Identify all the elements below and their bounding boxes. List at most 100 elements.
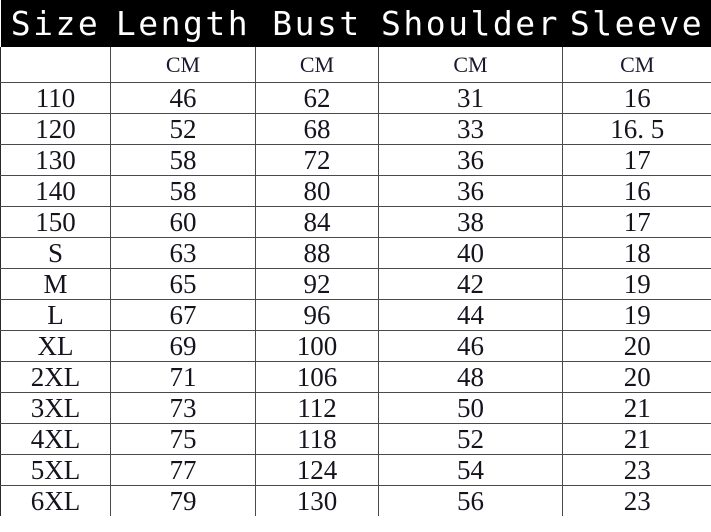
- cell-shoulder: 36: [378, 144, 563, 176]
- cell-size: 3XL: [0, 392, 111, 424]
- cell-size: M: [0, 268, 111, 300]
- cell-length: 73: [110, 392, 256, 424]
- cell-sleeve: 20: [562, 330, 711, 362]
- header-row: Size Length Bust Shoulder Sleeve: [0, 0, 711, 47]
- cell-shoulder: 44: [378, 299, 563, 331]
- cell-size: 110: [0, 82, 111, 114]
- size-chart-table: Size Length Bust Shoulder Sleeve CM CM C…: [0, 0, 711, 516]
- cell-sleeve: 23: [623, 486, 651, 516]
- cell-sleeve: 16. 5: [562, 113, 711, 145]
- table-body: CM CM CM CM 110 46 62 31 16 120 52 68 33…: [0, 47, 711, 516]
- cell-bust: 96: [255, 299, 379, 331]
- cell-size: S: [0, 237, 111, 269]
- cell-sleeve: 21: [562, 392, 711, 424]
- cell-size: 2XL: [0, 361, 111, 393]
- units-row: CM CM CM CM: [0, 47, 711, 83]
- cell-size: XL: [0, 330, 111, 362]
- cell-size: 6XL: [0, 485, 111, 516]
- table-row: 2XL 71 106 48 20: [0, 361, 711, 393]
- table-row: S 63 88 40 18: [0, 237, 711, 269]
- cell-size: 140: [0, 175, 111, 207]
- column-header-shoulder: Shoulder: [378, 0, 563, 47]
- cell-length: 46: [110, 82, 256, 114]
- cell-length: 60: [110, 206, 256, 238]
- cell-length: 52: [110, 113, 256, 145]
- cell-bust: 92: [255, 268, 379, 300]
- cell-sleeve: 16: [562, 175, 711, 207]
- cell-length: 67: [110, 299, 256, 331]
- cell-shoulder: 46: [378, 330, 563, 362]
- cell-bust: 80: [255, 175, 379, 207]
- cell-bust: 106: [255, 361, 379, 393]
- cell-size: 150: [0, 206, 111, 238]
- cell-bust: 100: [255, 330, 379, 362]
- cell-length: 58: [110, 144, 256, 176]
- cell-size: 130: [0, 144, 111, 176]
- table-row: 5XL 77 124 54 23: [0, 454, 711, 486]
- table-row: L 67 96 44 19: [0, 299, 711, 331]
- column-header-bust: Bust: [255, 0, 379, 47]
- unit-cell-bust: CM: [255, 47, 379, 83]
- column-header-length: Length: [110, 0, 256, 47]
- cell-length: 75: [110, 423, 256, 455]
- table-header: Size Length Bust Shoulder Sleeve: [0, 0, 711, 47]
- cell-sleeve: 19: [562, 299, 711, 331]
- unit-cell-shoulder: CM: [378, 47, 563, 83]
- cell-bust: 124: [255, 454, 379, 486]
- cell-size: 4XL: [0, 423, 111, 455]
- cell-shoulder: 50: [378, 392, 563, 424]
- unit-cell-sleeve: CM: [562, 47, 711, 83]
- cell-sleeve: 17: [562, 206, 711, 238]
- cell-sleeve: 21: [562, 423, 711, 455]
- cell-shoulder: 33: [378, 113, 563, 145]
- table-row: XL 69 100 46 20: [0, 330, 711, 362]
- cell-shoulder: 48: [378, 361, 563, 393]
- table-row: 150 60 84 38 17: [0, 206, 711, 238]
- cell-sleeve: 17: [562, 144, 711, 176]
- cell-length: 77: [110, 454, 256, 486]
- cell-size: 120: [0, 113, 111, 145]
- cell-length: 63: [110, 237, 256, 269]
- cell-shoulder: 40: [378, 237, 563, 269]
- cell-length: 71: [110, 361, 256, 393]
- unit-cell-size: [0, 47, 111, 83]
- unit-cell-length: CM: [110, 47, 256, 83]
- table-row: 110 46 62 31 16: [0, 82, 711, 114]
- cell-sleeve: 23: [562, 454, 711, 486]
- cell-length: 79: [110, 485, 256, 516]
- cell-shoulder: 52: [378, 423, 563, 455]
- table-row: 3XL 73 112 50 21: [0, 392, 711, 424]
- table-row: M 65 92 42 19: [0, 268, 711, 300]
- cell-length: 58: [110, 175, 256, 207]
- cell-bust: 72: [255, 144, 379, 176]
- column-header-sleeve: Sleeve: [562, 0, 711, 47]
- cell-shoulder: 42: [378, 268, 563, 300]
- table-row: 120 52 68 33 16. 5: [0, 113, 711, 145]
- cell-sleeve: 18: [562, 237, 711, 269]
- cell-bust: 68: [255, 113, 379, 145]
- cell-size: 5XL: [0, 454, 111, 486]
- cell-shoulder: 56: [378, 485, 563, 516]
- cell-length: 69: [110, 330, 256, 362]
- column-header-size: Size: [0, 0, 111, 47]
- cell-shoulder: 36: [378, 175, 563, 207]
- cell-bust: 88: [255, 237, 379, 269]
- cell-sleeve: 20: [562, 361, 711, 393]
- cell-size: L: [0, 299, 111, 331]
- table-row: 6XL 79 130 56 23: [0, 485, 711, 516]
- cell-bust: 118: [255, 423, 379, 455]
- cell-bust: 112: [255, 392, 379, 424]
- cell-bust: 84: [255, 206, 379, 238]
- cell-shoulder: 38: [378, 206, 563, 238]
- cell-sleeve: 16: [562, 82, 711, 114]
- cell-length: 65: [110, 268, 256, 300]
- table-row: 130 58 72 36 17: [0, 144, 711, 176]
- table-row: 140 58 80 36 16: [0, 175, 711, 207]
- cell-shoulder: 54: [378, 454, 563, 486]
- table-row: 4XL 75 118 52 21: [0, 423, 711, 455]
- cell-sleeve: 19: [562, 268, 711, 300]
- cell-bust: 62: [255, 82, 379, 114]
- cell-bust: 130: [255, 485, 379, 516]
- cell-shoulder: 31: [378, 82, 563, 114]
